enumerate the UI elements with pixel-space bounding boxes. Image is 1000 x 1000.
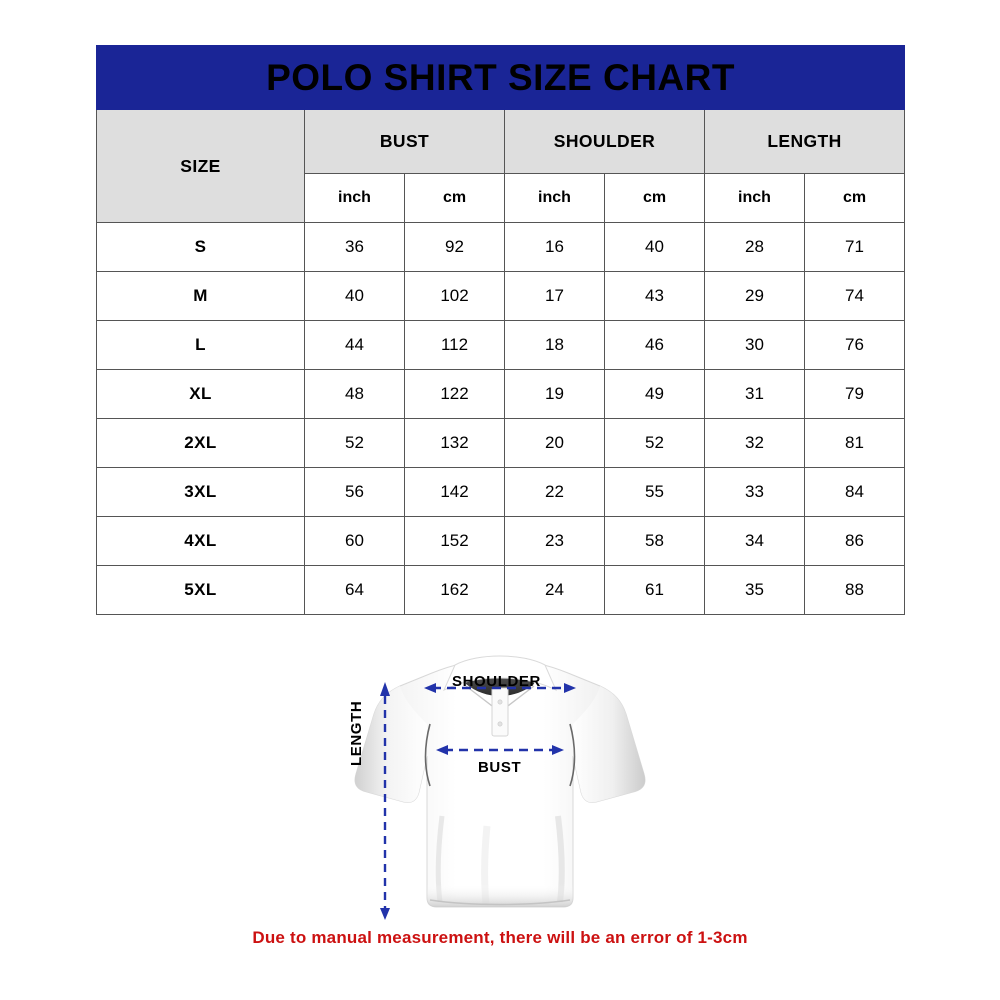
cell-bust-cm: 152: [404, 516, 505, 566]
table-row: XL 48 122 19 49 31 79: [96, 369, 906, 419]
unit-header-shoulder-cm: cm: [604, 173, 705, 223]
cell-shoulder-inch: 20: [504, 418, 605, 468]
cell-bust-cm: 112: [404, 320, 505, 370]
measurement-disclaimer: Due to manual measurement, there will be…: [252, 928, 748, 947]
cell-length-cm: 74: [803, 271, 906, 321]
table-row: M 40 102 17 43 29 74: [96, 271, 906, 321]
cell-length-inch: 31: [704, 369, 805, 419]
cell-length-inch: 28: [704, 222, 805, 272]
table-unit-header-row: inch cm inch cm inch cm: [97, 173, 906, 223]
cell-shoulder-cm: 46: [604, 320, 705, 370]
cell-bust-cm: 92: [404, 222, 505, 272]
cell-length-inch: 30: [704, 320, 805, 370]
cell-length-inch: 35: [704, 565, 805, 615]
cell-size: L: [96, 320, 305, 370]
cell-shoulder-cm: 40: [604, 222, 705, 272]
shirt-body-group: [354, 659, 646, 908]
cell-bust-inch: 48: [304, 369, 405, 419]
unit-header-bust-cm: cm: [404, 173, 505, 223]
cell-bust-cm: 122: [404, 369, 505, 419]
column-header-size: SIZE: [96, 109, 305, 223]
table-row: 2XL 52 132 20 52 32 81: [96, 418, 906, 468]
cell-shoulder-inch: 24: [504, 565, 605, 615]
table-title-row: POLO SHIRT SIZE CHART: [95, 45, 906, 110]
shoulder-label: SHOULDER: [452, 673, 541, 690]
bust-measure-arrow: [436, 745, 564, 755]
table-row: 3XL 56 142 22 55 33 84: [96, 467, 906, 517]
cell-bust-inch: 64: [304, 565, 405, 615]
measurement-diagram: SHOULDER BUST LENGTH: [0, 616, 1000, 936]
cell-bust-cm: 142: [404, 467, 505, 517]
cell-bust-inch: 52: [304, 418, 405, 468]
cell-shoulder-cm: 55: [604, 467, 705, 517]
table-group-header-row: SIZE BUST SHOULDER LENGTH: [96, 109, 906, 223]
cell-shoulder-cm: 49: [604, 369, 705, 419]
shirt-collar-group: [442, 655, 558, 737]
length-measure-arrow: [380, 682, 390, 920]
cell-bust-inch: 60: [304, 516, 405, 566]
table-row: L 44 112 18 46 30 76: [96, 320, 906, 370]
cell-size: S: [96, 222, 305, 272]
cell-length-inch: 32: [704, 418, 805, 468]
cell-shoulder-inch: 22: [504, 467, 605, 517]
cell-size: 3XL: [96, 467, 305, 517]
cell-bust-cm: 132: [404, 418, 505, 468]
cell-bust-inch: 44: [304, 320, 405, 370]
length-label: LENGTH: [348, 700, 365, 766]
unit-header-length-cm: cm: [803, 173, 906, 223]
cell-shoulder-inch: 18: [504, 320, 605, 370]
cell-bust-inch: 56: [304, 467, 405, 517]
cell-bust-inch: 36: [304, 222, 405, 272]
table-row: 4XL 60 152 23 58 34 86: [96, 516, 906, 566]
cell-length-cm: 86: [803, 516, 906, 566]
cell-length-inch: 33: [704, 467, 805, 517]
unit-header-length-inch: inch: [704, 173, 805, 223]
shoulder-measure-arrow: [424, 683, 576, 693]
column-header-bust: BUST: [304, 109, 505, 174]
cell-shoulder-inch: 19: [504, 369, 605, 419]
cell-bust-inch: 40: [304, 271, 405, 321]
cell-length-cm: 81: [803, 418, 906, 468]
column-header-length: LENGTH: [703, 109, 906, 174]
size-chart-table: POLO SHIRT SIZE CHART SIZE BUST SHOULDER…: [95, 45, 906, 615]
cell-shoulder-inch: 23: [504, 516, 605, 566]
size-chart-table-container: POLO SHIRT SIZE CHART SIZE BUST SHOULDER…: [95, 45, 906, 615]
column-header-shoulder: SHOULDER: [504, 109, 705, 174]
unit-header-shoulder-inch: inch: [504, 173, 605, 223]
cell-length-inch: 34: [704, 516, 805, 566]
cell-size: XL: [96, 369, 305, 419]
cell-shoulder-inch: 16: [504, 222, 605, 272]
cell-size: 4XL: [96, 516, 305, 566]
cell-length-cm: 76: [803, 320, 906, 370]
table-row: 5XL 64 162 24 61 35 88: [96, 565, 906, 615]
cell-shoulder-cm: 43: [604, 271, 705, 321]
cell-shoulder-inch: 17: [504, 271, 605, 321]
cell-bust-cm: 102: [404, 271, 505, 321]
cell-length-inch: 29: [704, 271, 805, 321]
polo-shirt-illustration: [354, 655, 646, 920]
cell-length-cm: 71: [803, 222, 906, 272]
cell-shoulder-cm: 58: [604, 516, 705, 566]
table-row: S 36 92 16 40 28 71: [96, 222, 906, 272]
cell-shoulder-cm: 61: [604, 565, 705, 615]
cell-length-cm: 79: [803, 369, 906, 419]
cell-length-cm: 84: [803, 467, 906, 517]
cell-bust-cm: 162: [404, 565, 505, 615]
bust-label: BUST: [478, 759, 522, 776]
cell-size: M: [96, 271, 305, 321]
cell-shoulder-cm: 52: [604, 418, 705, 468]
cell-size: 5XL: [96, 565, 305, 615]
cell-size: 2XL: [96, 418, 305, 468]
cell-length-cm: 88: [803, 565, 906, 615]
unit-header-bust-inch: inch: [304, 173, 405, 223]
page-title: POLO SHIRT SIZE CHART: [95, 45, 906, 110]
